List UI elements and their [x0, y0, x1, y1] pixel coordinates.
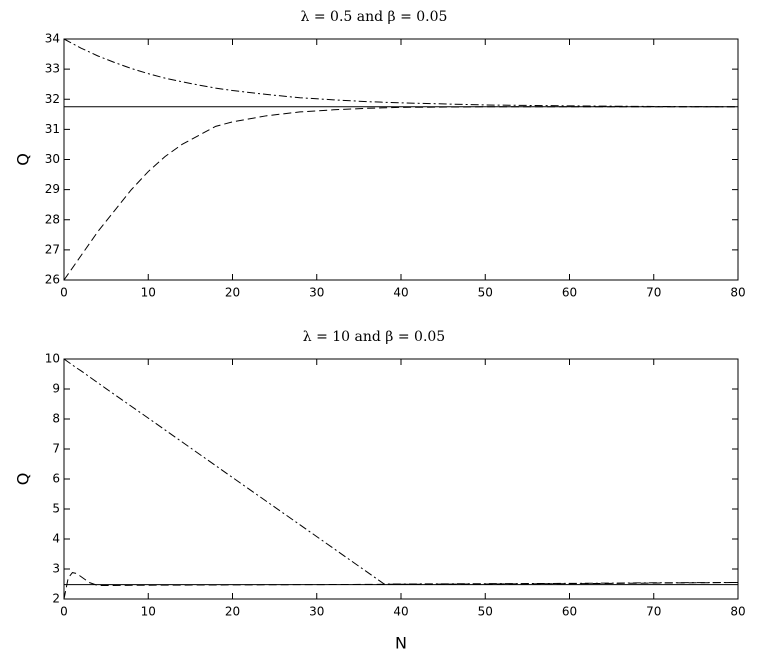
y-tick-label: 29	[45, 182, 60, 196]
y-axis-label: Q	[14, 153, 33, 166]
x-tick-label: 10	[141, 286, 156, 300]
y-tick-label: 32	[45, 92, 60, 106]
x-tick-label: 20	[225, 605, 240, 619]
y-tick-label: 28	[45, 212, 60, 226]
x-tick-label: 0	[60, 605, 68, 619]
x-tick-label: 50	[478, 286, 493, 300]
y-tick-label: 27	[45, 242, 60, 256]
series-line	[63, 106, 738, 281]
x-tick-label: 80	[730, 605, 745, 619]
series-line	[63, 358, 739, 585]
y-tick-label: 33	[45, 62, 60, 76]
x-tick-label: 30	[309, 286, 324, 300]
y-tick-label: 31	[45, 122, 60, 136]
y-tick-label: 4	[52, 532, 60, 546]
y-tick-label: 34	[45, 32, 60, 46]
x-tick-label: 50	[478, 605, 493, 619]
y-tick-label: 6	[52, 472, 60, 486]
y-tick-label: 26	[45, 273, 60, 287]
y-tick-label: 3	[52, 562, 60, 576]
x-tick-label: 80	[730, 286, 745, 300]
chart-title: λ = 0.5 and β = 0.05	[301, 9, 448, 25]
x-tick-label: 30	[309, 605, 324, 619]
series-line	[63, 38, 739, 108]
y-tick-label: 2	[52, 592, 60, 606]
x-axis-label: N	[395, 634, 407, 653]
y-axis-label: Q	[14, 473, 33, 486]
plot-frame	[63, 358, 739, 600]
series-line	[63, 572, 739, 600]
y-tick-label: 8	[52, 412, 60, 426]
x-tick-label: 40	[393, 605, 408, 619]
x-tick-label: 20	[225, 286, 240, 300]
x-tick-label: 0	[60, 286, 68, 300]
plot-frame	[63, 38, 739, 281]
x-tick-label: 10	[141, 605, 156, 619]
x-tick-label: 60	[562, 286, 577, 300]
y-tick-label: 30	[45, 152, 60, 166]
x-tick-label: 70	[646, 286, 661, 300]
chart-title: λ = 10 and β = 0.05	[303, 329, 445, 345]
x-tick-label: 60	[562, 605, 577, 619]
y-tick-label: 5	[52, 502, 60, 516]
x-tick-label: 70	[646, 605, 661, 619]
y-tick-label: 10	[45, 352, 60, 366]
y-tick-label: 9	[52, 382, 60, 396]
x-tick-label: 40	[393, 286, 408, 300]
y-tick-label: 7	[52, 442, 60, 456]
